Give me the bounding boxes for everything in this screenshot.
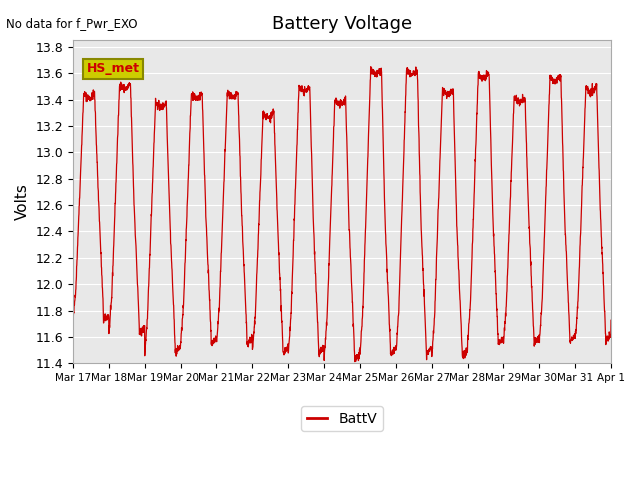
- Y-axis label: Volts: Volts: [15, 183, 30, 220]
- Text: No data for f_Pwr_EXO: No data for f_Pwr_EXO: [6, 17, 138, 30]
- Text: HS_met: HS_met: [86, 62, 140, 75]
- Title: Battery Voltage: Battery Voltage: [272, 15, 412, 33]
- Legend: BattV: BattV: [301, 406, 383, 431]
